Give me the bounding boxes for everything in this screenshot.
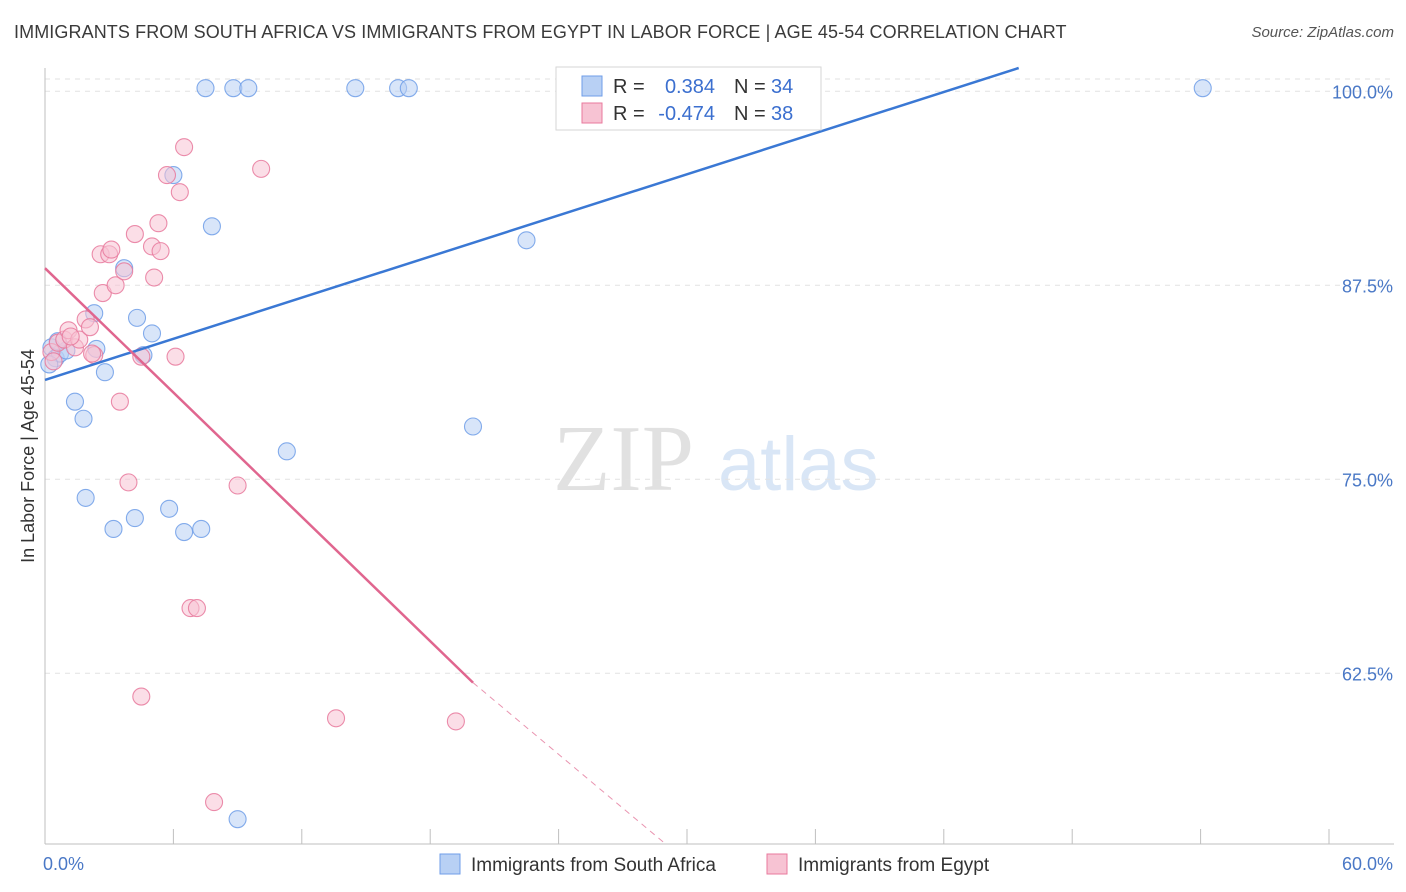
point-s0-29: [517, 231, 536, 250]
point-s1-30: [228, 476, 247, 495]
point-s0-19: [202, 217, 221, 236]
point-s1-23: [157, 166, 177, 185]
bottom-legend-swatch-south-africa: [439, 853, 461, 875]
point-s0-12: [127, 308, 147, 327]
trend-line-0: [44, 66, 1020, 382]
y-tick-label-2: 75.0%: [1342, 470, 1393, 490]
point-s1-18: [132, 687, 151, 706]
watermark-zip: ZIP: [553, 407, 694, 511]
point-s1-33: [446, 712, 465, 731]
bottom-legend-label-egypt: Immigrants from Egypt: [798, 855, 990, 876]
x-axis-ticks: [172, 829, 1330, 844]
point-s0-15: [160, 499, 179, 518]
point-s1-16: [125, 225, 144, 244]
point-s1-31: [252, 159, 271, 178]
point-s0-30: [1193, 79, 1212, 98]
point-s1-34: [44, 352, 63, 371]
point-s1-24: [166, 347, 185, 366]
point-s1-25: [170, 183, 189, 202]
series-layer: [40, 66, 1212, 845]
y-axis-label: In Labor Force | Age 45-54: [18, 349, 38, 563]
point-s0-24: [239, 79, 258, 98]
point-s0-9: [125, 509, 144, 528]
point-s0-33: [76, 488, 95, 507]
point-s1-7: [80, 318, 99, 337]
point-s0-22: [196, 79, 215, 98]
point-s1-12: [106, 276, 125, 295]
series-1: [42, 138, 465, 812]
trend-line-dashed-1: [472, 682, 666, 845]
point-s1-26: [175, 138, 194, 157]
legend-r-label-2: R =: [613, 103, 645, 125]
point-s0-25: [346, 79, 365, 98]
series-legend: Immigrants from South Africa Immigrants …: [439, 853, 990, 876]
point-s1-15: [119, 473, 138, 492]
x-tick-label-0: 0.0%: [43, 854, 84, 874]
legend-swatch-south-africa: [581, 75, 603, 97]
point-s0-13: [142, 324, 162, 343]
y-tick-label-1: 87.5%: [1342, 276, 1393, 296]
point-s0-8: [104, 519, 123, 538]
watermark-atlas: atlas: [718, 422, 879, 507]
chart-title: IMMIGRANTS FROM SOUTH AFRICA VS IMMIGRAN…: [14, 22, 1067, 42]
bottom-legend-swatch-egypt: [766, 853, 788, 875]
point-s0-28: [463, 417, 483, 436]
point-s1-20: [145, 268, 164, 287]
legend-n-label-1: N =: [734, 76, 766, 98]
x-tick-label-1: 60.0%: [1342, 854, 1393, 874]
point-s1-22: [149, 214, 168, 233]
point-s1-28: [187, 599, 206, 618]
bottom-legend-label-south-africa: Immigrants from South Africa: [471, 855, 716, 876]
point-s1-37: [102, 240, 121, 259]
legend-n-label-2: N =: [734, 103, 766, 125]
legend-r-value-2: -0.474: [658, 103, 715, 125]
x-tick-labels: 0.0% 60.0%: [43, 854, 1393, 874]
point-s0-4: [65, 392, 85, 411]
point-s1-14: [115, 262, 134, 281]
point-s0-21: [277, 442, 296, 461]
point-s1-13: [110, 392, 129, 411]
point-s0-17: [175, 522, 194, 542]
chart-source: Source: ZipAtlas.com: [1251, 24, 1394, 41]
point-s1-29: [205, 793, 224, 812]
point-s0-18: [192, 519, 211, 538]
gridlines: [45, 78, 1394, 674]
point-s1-32: [326, 709, 346, 728]
legend-r-label-1: R =: [613, 76, 645, 98]
legend-swatch-egypt: [581, 102, 603, 124]
trend-line-1: [44, 267, 474, 684]
point-s0-5: [74, 409, 93, 428]
legend-n-value-1: 34: [771, 76, 793, 98]
point-s0-27: [399, 79, 418, 98]
y-tick-label-3: 62.5%: [1342, 664, 1393, 684]
point-s1-35: [61, 327, 80, 346]
point-s0-7: [95, 363, 114, 382]
legend-n-value-2: 38: [771, 103, 793, 125]
y-tick-labels: 100.0% 87.5% 75.0% 62.5%: [1332, 82, 1393, 684]
point-s1-36: [83, 344, 102, 363]
legend-r-value-1: 0.384: [665, 76, 715, 98]
correlation-legend: R = 0.384 N = 34 R = -0.474 N = 38: [555, 66, 822, 131]
y-tick-label-0: 100.0%: [1332, 82, 1393, 102]
point-s1-21: [151, 242, 170, 261]
point-s0-20: [228, 810, 247, 829]
